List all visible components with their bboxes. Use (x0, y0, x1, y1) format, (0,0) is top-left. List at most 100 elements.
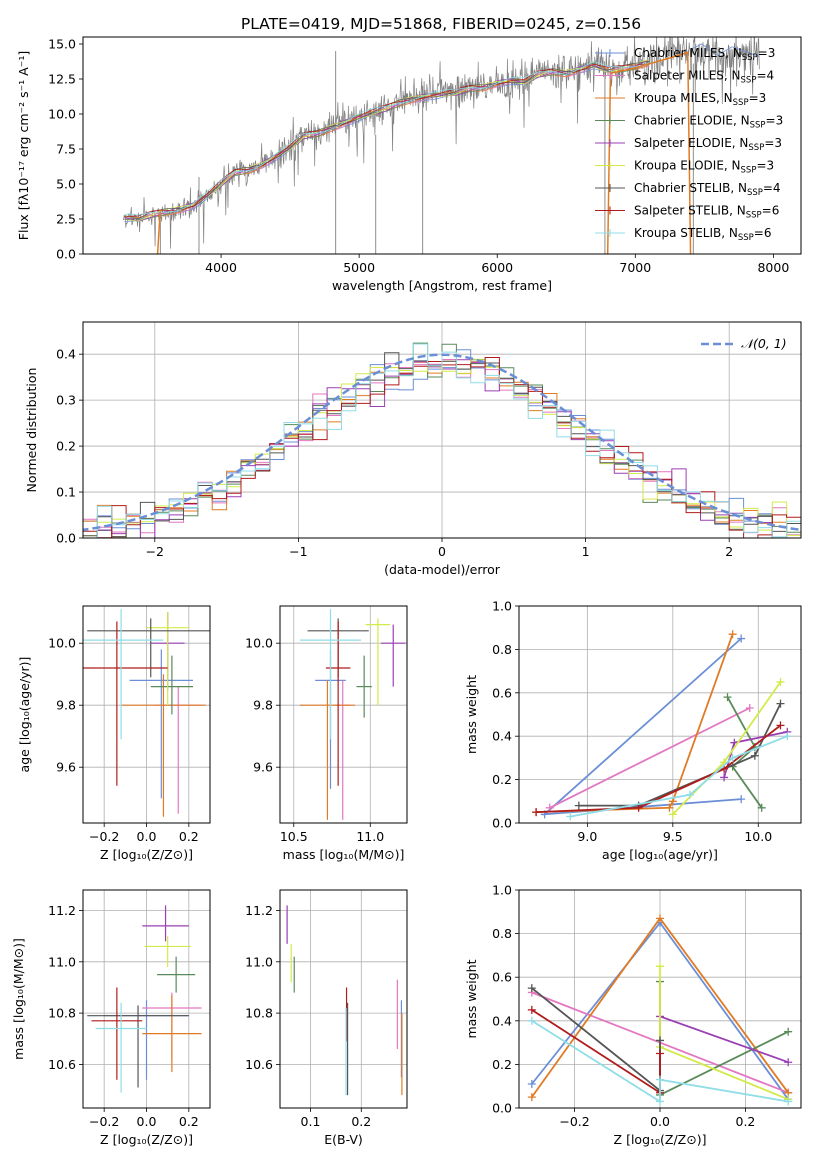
y-tick-label: 1.0 (492, 599, 512, 614)
y-axis-label: mass weight (464, 959, 479, 1038)
weight-vs-Z-lines (527, 914, 793, 1106)
x-tick-label: 10.5 (280, 829, 308, 844)
x-tick-label: 0.0 (650, 1114, 670, 1129)
x-axis-label: (data-model)/error (384, 562, 501, 577)
x-tick-label: 9.5 (663, 829, 683, 844)
y-tick-label: 0.6 (492, 685, 512, 700)
y-tick-label: 0.0 (492, 816, 512, 831)
x-tick-label: 0.0 (137, 829, 157, 844)
weight-marker (656, 1097, 664, 1106)
y-tick-label: 5.0 (56, 177, 76, 192)
y-tick-label: 10.6 (245, 1057, 273, 1072)
y-tick-label: 11.0 (48, 954, 76, 969)
y-tick-label: 0.3 (56, 393, 76, 408)
weight-marker (656, 1075, 664, 1084)
x-tick-label: −0.2 (559, 1114, 589, 1129)
x-tick-label: 5000 (343, 260, 375, 275)
weight-marker (757, 803, 766, 812)
y-tick-label: 9.8 (253, 698, 273, 713)
residual-legend: 𝒩(0, 1) (701, 336, 787, 351)
weight-marker (656, 1049, 664, 1058)
x-tick-label: 11.0 (356, 829, 384, 844)
y-tick-label: 7.5 (56, 142, 76, 157)
weight-marker (545, 803, 554, 812)
y-axis-label: age [log₁₀(age/yr)] (17, 657, 32, 773)
legend-label: Salpeter STELIB, NSSP=6 (634, 204, 779, 221)
weight-line (570, 735, 788, 818)
x-tick-label: 0.2 (179, 829, 199, 844)
y-tick-label: 10.0 (245, 636, 273, 651)
x-tick-label: 0.0 (137, 1114, 157, 1129)
y-tick-label: 0.0 (492, 1101, 512, 1116)
weight-marker (745, 703, 754, 712)
y-tick-label: 10.0 (48, 107, 76, 122)
y-tick-label: 0.2 (56, 439, 76, 454)
weight-marker (668, 810, 677, 819)
weight-marker (728, 753, 737, 762)
y-tick-label: 9.8 (56, 698, 76, 713)
weight-marker (656, 914, 664, 923)
x-tick-label: −1 (289, 544, 307, 559)
x-tick-label: −0.2 (89, 829, 119, 844)
age-vs-mass-frame (279, 605, 408, 824)
page-title: PLATE=0419, MJD=51868, FIBERID=0245, z=0… (241, 15, 641, 33)
weight-marker (532, 808, 541, 817)
weight-marker (737, 795, 746, 804)
weight-line (659, 966, 789, 1101)
weight-marker (527, 1016, 536, 1025)
grid (280, 890, 407, 1108)
model-fit-line (124, 61, 650, 216)
age-vs-mass-axes: 10.5 11.0 9.6 9.8 10.0 mass [log₁₀(M/M⊙)] (245, 606, 407, 862)
weight-marker (566, 812, 575, 821)
age-vs-Z-axes: −0.2 0.0 0.2 9.6 9.8 10.0 Z [log₁₀(Z/Z⊙)] age [… (17, 606, 210, 862)
y-tick-label: 0.4 (56, 347, 76, 362)
legend-label: Kroupa MILES, NSSP=3 (634, 91, 766, 108)
y-tick-label: 11.2 (48, 903, 76, 918)
weight-line (549, 707, 751, 809)
weight-marker (685, 790, 694, 799)
weight-marker (527, 1080, 536, 1089)
model-fit-line (124, 59, 650, 222)
weight-marker (634, 803, 643, 812)
x-tick-label: −0.2 (89, 1114, 119, 1129)
weight-marker (783, 732, 792, 741)
legend-label: Chabrier STELIB, NSSP=4 (634, 181, 781, 198)
x-tick-label: 9.0 (577, 829, 597, 844)
y-tick-label: 0.0 (56, 247, 76, 262)
weight-marker (656, 962, 664, 971)
model-fit-line (690, 43, 760, 57)
weight-vs-age-frame (518, 605, 802, 824)
residual-plot (83, 342, 801, 538)
chart-layer: 4000 5000 6000 7000 80000.02.55.07.510.012.5… (11, 36, 802, 1147)
y-tick-label: 11.0 (245, 954, 273, 969)
weight-vs-age-axes: 9.0 9.5 10.0 0.0 0.2 0.4 0.6 0.8 1.0 age [log₁₀(a… (464, 599, 801, 862)
y-tick-label: 0.2 (492, 772, 512, 787)
model-fit-line (124, 59, 650, 222)
observed-spectrum-line (122, 37, 760, 249)
weight-marker (574, 801, 583, 810)
weight-marker (665, 803, 674, 812)
gaussian-reference-line (83, 353, 801, 532)
spectrum-axes: 4000 5000 6000 7000 8000 0.0 2.5 5.0 7.5 10.0 12.5… (16, 37, 789, 294)
grid (83, 606, 210, 823)
weight-marker (728, 630, 737, 639)
model-fit-line (124, 62, 650, 218)
y-tick-label: 0.4 (492, 1013, 512, 1028)
weight-line (659, 981, 789, 1097)
legend-label: Chabrier MILES, NSSP=3 (634, 46, 775, 63)
y-tick-label: 10.0 (48, 636, 76, 651)
y-axis-label: Flux [fλ10⁻¹⁷ erg cm⁻² s⁻¹ A⁻¹] (16, 51, 31, 240)
weight-line (531, 1009, 661, 1095)
model-fit-line (124, 61, 650, 220)
weight-marker (527, 1093, 536, 1102)
y-tick-label: 11.2 (245, 903, 273, 918)
weight-marker (776, 699, 785, 708)
x-tick-label: 7000 (619, 260, 651, 275)
weight-marker (527, 984, 536, 993)
y-tick-label: 0.4 (492, 729, 512, 744)
x-axis-label: Z [log₁₀(Z/Z⊙)] (100, 847, 193, 862)
weight-marker (784, 1058, 793, 1067)
y-tick-label: 2.5 (56, 212, 76, 227)
weight-marker (784, 1097, 793, 1106)
legend-label: Kroupa ELODIE, NSSP=3 (634, 159, 774, 176)
